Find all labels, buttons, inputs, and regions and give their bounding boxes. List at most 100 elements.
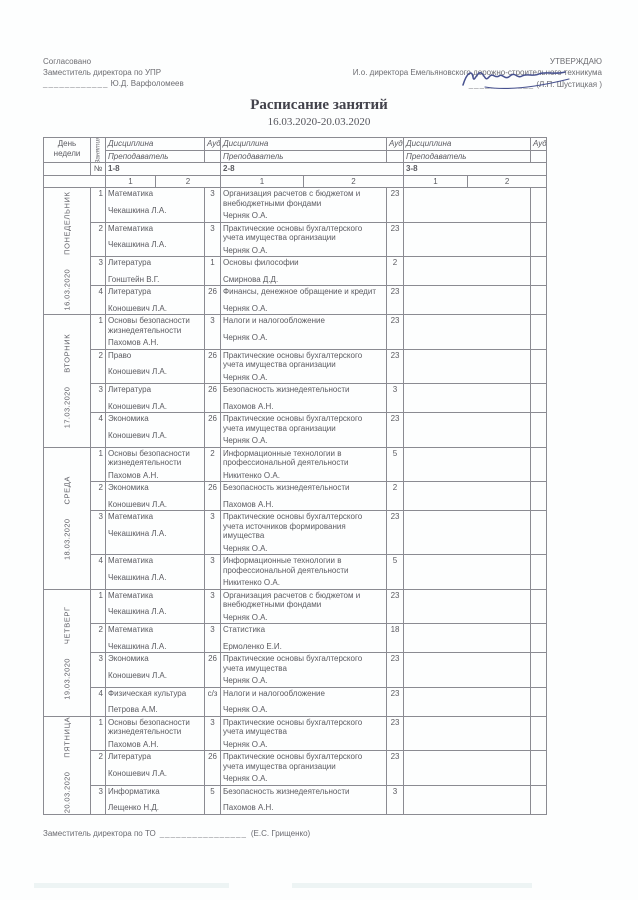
lesson-cell: Математика Чекашкина Л.А.	[104, 623, 206, 653]
schedule-table: День недели Занятия Дисциплина Ауд. Дисц…	[43, 137, 548, 815]
approved-line1: УТВЕРЖДАЮ	[549, 57, 602, 66]
lesson-cell: Безопасность жизнедеятельности Пахомов А.…	[220, 784, 388, 815]
table-row: 2 Экономика Коношевич Л.А. 26 Безопасност…	[44, 481, 548, 511]
header-room-empty	[530, 149, 548, 163]
room-cell: 2	[204, 446, 222, 482]
subgroup-label: 1	[220, 174, 305, 188]
room-cell: 23	[386, 187, 405, 223]
table-row: 3 Информатика Лещенко Н.Д. 5 Безопасность…	[44, 784, 548, 815]
lesson-number: 3	[90, 383, 106, 413]
lesson-cell: Статистика Ермоленко Е.И.	[220, 623, 388, 653]
lesson-cell: Математика Чекашкина Л.А.	[104, 588, 206, 624]
lesson-cell: Основы философии Смирнова Д.Д.	[220, 256, 388, 286]
lesson-cell: Экономика Коношевич Л.А.	[104, 481, 206, 511]
approved-name: (Л.П. Шустицкая )	[536, 80, 602, 89]
header-room-empty	[204, 149, 222, 163]
room-cell: 26	[204, 285, 222, 315]
header-teacher: Преподаватель	[403, 149, 532, 163]
signature-blank: ____________	[468, 80, 535, 89]
lesson-cell-empty	[403, 221, 532, 257]
lesson-cell: Информатика Лещенко Н.Д.	[104, 784, 206, 815]
lesson-number: 2	[90, 623, 106, 653]
header-num: №	[90, 162, 106, 176]
approved-signature-line: ____________ (Л.П. Шустицкая )	[461, 71, 602, 90]
room-cell	[530, 285, 548, 315]
lesson-cell-empty	[403, 588, 532, 624]
footer-signature-line: Заместитель директора по ТО ____________…	[43, 829, 638, 838]
lesson-cell: Практические основы бухгалтерского учета…	[220, 750, 388, 786]
lesson-cell: Основы безопасности жизнедеятельности Пах…	[104, 446, 206, 482]
lesson-cell: Математика Чекашкина Л.А.	[104, 510, 206, 555]
room-cell	[530, 623, 548, 653]
lesson-number: 4	[90, 686, 106, 717]
table-row: 4 Экономика Коношевич Л.А. 26 Практически…	[44, 412, 548, 448]
room-cell: 26	[204, 412, 222, 448]
room-cell: 3	[204, 554, 222, 590]
header-teacher: Преподаватель	[220, 149, 388, 163]
lesson-number: 2	[90, 481, 106, 511]
room-cell	[530, 715, 548, 751]
header-empty	[43, 174, 106, 188]
lesson-cell: Литература Коношевич Л.А.	[104, 285, 206, 315]
header-row-1: День недели Занятия Дисциплина Ауд. Дисц…	[43, 137, 548, 163]
lesson-cell-empty	[403, 412, 532, 448]
subgroup-label: 2	[303, 174, 405, 188]
lesson-cell-empty	[403, 784, 532, 815]
room-cell	[530, 750, 548, 786]
room-cell: 23	[386, 652, 405, 688]
lesson-cell: Основы безопасности жизнедеятельности Пах…	[104, 314, 206, 350]
lesson-cell-empty	[403, 446, 532, 482]
room-cell	[530, 383, 548, 413]
room-cell: 3	[204, 510, 222, 555]
room-cell: 18	[386, 623, 405, 653]
table-row: 2 Математика Чекашкина Л.А. 3 Практически…	[44, 221, 548, 257]
lesson-number: 1	[90, 187, 106, 223]
header-day: День недели	[43, 137, 91, 163]
room-cell	[530, 652, 548, 688]
day-cell-friday: 20.03.2020 ПЯТНИЦА	[43, 715, 91, 815]
table-row: 16.03.2020 ПОНЕДЕЛЬНИК 1 Математика Чекашк…	[43, 187, 548, 315]
room-cell: 23	[386, 314, 405, 350]
header-discipline: Дисциплина	[104, 137, 206, 151]
lesson-cell-empty	[403, 750, 532, 786]
agreed-line1: Согласовано	[43, 57, 92, 66]
room-cell	[530, 588, 548, 624]
room-cell: 5	[204, 784, 222, 815]
subgroup-label: 2	[467, 174, 548, 188]
room-cell: 3	[204, 187, 222, 223]
subgroup-label: 1	[105, 174, 156, 188]
lesson-cell-empty	[403, 383, 532, 413]
lesson-number: 4	[90, 554, 106, 590]
lesson-cell: Практические основы бухгалтерского учета…	[220, 510, 388, 555]
lesson-cell: Информационные технологии в профессионал…	[220, 446, 388, 482]
lesson-cell: Налоги и налогообложение Черняк О.А.	[220, 686, 388, 717]
scan-artifact	[292, 883, 532, 888]
room-cell	[530, 187, 548, 223]
room-cell: 3	[204, 623, 222, 653]
lesson-cell-empty	[403, 623, 532, 653]
day-cell-monday: 16.03.2020 ПОНЕДЕЛЬНИК	[43, 187, 91, 315]
lesson-number: 4	[90, 285, 106, 315]
lesson-cell: Математика Чекашкина Л.А.	[104, 187, 206, 223]
lesson-cell: Литература Коношевич Л.А.	[104, 750, 206, 786]
header-room: Ауд.	[530, 137, 548, 151]
lesson-cell: Основы безопасности жизнедеятельности Пах…	[104, 715, 206, 751]
lesson-cell: Право Коношевич Л.А.	[104, 348, 206, 384]
lesson-cell-empty	[403, 686, 532, 717]
scan-artifact	[34, 883, 229, 888]
subgroup-label: 2	[154, 174, 222, 188]
lesson-cell: Физическая культура Петрова А.М.	[104, 686, 206, 717]
group-label: 3-8	[403, 162, 548, 176]
date-range: 16.03.2020-20.03.2020	[267, 116, 371, 128]
footer-label: Заместитель директора по ТО	[43, 828, 156, 838]
room-cell	[530, 256, 548, 286]
room-cell	[530, 784, 548, 815]
header-room: Ауд.	[386, 137, 405, 151]
lesson-cell: Экономика Коношевич Л.А.	[104, 412, 206, 448]
lesson-cell: Практические основы бухгалтерского учета…	[220, 348, 388, 384]
room-cell: 1	[204, 256, 222, 286]
room-cell	[530, 348, 548, 384]
signature-blank: ________________	[159, 828, 247, 838]
lesson-number: 3	[90, 784, 106, 815]
